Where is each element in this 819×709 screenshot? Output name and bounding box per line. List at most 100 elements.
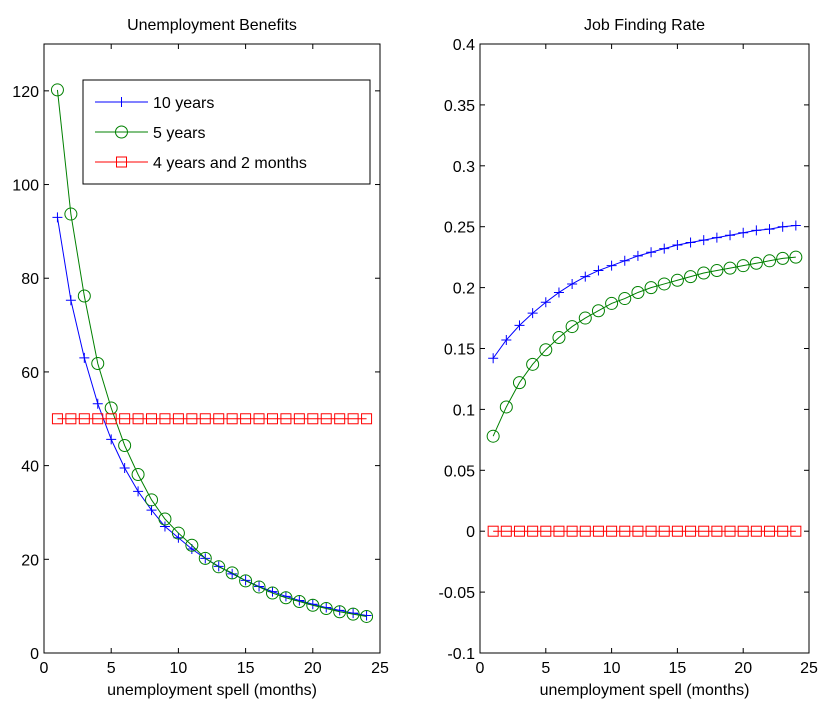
x-tick-label: 25 bbox=[800, 660, 818, 677]
data-point bbox=[266, 413, 278, 425]
data-point bbox=[334, 605, 345, 616]
data-point bbox=[346, 607, 360, 621]
series-0 bbox=[488, 220, 801, 364]
data-point bbox=[159, 521, 170, 532]
data-point bbox=[240, 413, 252, 425]
data-point bbox=[659, 243, 670, 254]
data-point bbox=[750, 525, 762, 537]
data-point bbox=[527, 525, 539, 537]
data-point bbox=[226, 413, 238, 425]
data-point bbox=[725, 230, 736, 241]
data-point bbox=[118, 438, 132, 452]
data-point bbox=[567, 278, 578, 289]
y-tick-label: 0.15 bbox=[444, 342, 475, 359]
data-point bbox=[578, 311, 592, 325]
y-tick-label: 0 bbox=[30, 646, 39, 663]
data-point bbox=[64, 207, 78, 221]
data-point bbox=[565, 320, 579, 334]
data-point bbox=[711, 525, 723, 537]
data-point bbox=[280, 413, 292, 425]
legend: 10 years 5 years 4 years and 2 months bbox=[82, 79, 371, 185]
series-1 bbox=[486, 250, 803, 443]
y-tick-label: 0.3 bbox=[453, 159, 475, 176]
data-point bbox=[646, 247, 657, 258]
x-axis-label: unemployment spell (months) bbox=[107, 682, 317, 699]
y-tick-label: 0.1 bbox=[453, 402, 475, 419]
data-point bbox=[78, 413, 90, 425]
x-axis-label: unemployment spell (months) bbox=[540, 682, 750, 699]
data-point bbox=[657, 277, 671, 291]
data-point bbox=[645, 525, 657, 537]
data-point bbox=[751, 225, 762, 236]
y-tick-label: 0.2 bbox=[453, 281, 475, 298]
data-point bbox=[79, 352, 90, 363]
y-tick-label: 0 bbox=[466, 524, 475, 541]
y-tick-label: -0.05 bbox=[439, 585, 476, 602]
data-point bbox=[50, 83, 64, 97]
data-point bbox=[685, 237, 696, 248]
data-point bbox=[119, 462, 130, 473]
x-tick-label: 10 bbox=[603, 660, 621, 677]
y-tick-label: 0.05 bbox=[444, 463, 475, 480]
x-tick-label: 0 bbox=[476, 660, 485, 677]
data-point bbox=[133, 486, 144, 497]
data-point bbox=[146, 413, 158, 425]
data-point bbox=[777, 221, 788, 232]
data-point bbox=[540, 525, 552, 537]
data-point bbox=[320, 413, 332, 425]
axes-frame bbox=[479, 43, 810, 654]
data-point bbox=[106, 434, 117, 445]
y-tick-label: 40 bbox=[21, 459, 39, 476]
data-point bbox=[606, 260, 617, 271]
data-point bbox=[738, 227, 749, 238]
series-line bbox=[56, 89, 367, 617]
data-point bbox=[146, 505, 157, 516]
legend-marker bbox=[115, 125, 128, 139]
legend-marker bbox=[116, 97, 127, 107]
data-point bbox=[710, 264, 724, 278]
data-point bbox=[488, 353, 499, 364]
data-point bbox=[513, 525, 525, 537]
data-point bbox=[172, 413, 184, 425]
data-point bbox=[514, 320, 525, 331]
data-point bbox=[776, 251, 790, 265]
data-point bbox=[540, 297, 551, 308]
data-point bbox=[723, 261, 737, 275]
data-point bbox=[51, 413, 63, 425]
data-point bbox=[631, 285, 645, 299]
x-tick-label: 20 bbox=[734, 660, 752, 677]
data-point bbox=[749, 256, 763, 270]
data-point bbox=[198, 551, 212, 565]
data-point bbox=[698, 525, 710, 537]
data-point bbox=[539, 343, 553, 357]
data-point bbox=[225, 566, 239, 580]
data-point bbox=[591, 304, 605, 318]
plot-job-finding-rate: Job Finding Rate 0 5 10 15 20 25 -0.1 -0.05 0 0.05… bbox=[439, 17, 818, 699]
legend-label: 4 years and 2 months bbox=[153, 155, 307, 172]
y-tick-label: 0.35 bbox=[444, 98, 475, 115]
data-point bbox=[697, 266, 711, 280]
data-point bbox=[764, 525, 776, 537]
x-tick-label: 0 bbox=[40, 660, 49, 677]
data-point bbox=[672, 239, 683, 250]
data-point bbox=[790, 525, 802, 537]
data-point bbox=[333, 605, 347, 619]
y-tick-label: 20 bbox=[21, 552, 39, 569]
data-point bbox=[252, 580, 266, 594]
data-point bbox=[92, 398, 103, 409]
data-point bbox=[279, 591, 293, 605]
data-point bbox=[737, 525, 749, 537]
data-point bbox=[132, 413, 144, 425]
data-point bbox=[566, 525, 578, 537]
data-point bbox=[92, 413, 104, 425]
data-point bbox=[789, 250, 803, 264]
data-point bbox=[790, 220, 801, 231]
y-tick-label: 0.4 bbox=[453, 37, 475, 54]
y-tick-label: 60 bbox=[21, 365, 39, 382]
chart-title: Unemployment Benefits bbox=[127, 17, 297, 34]
data-point bbox=[777, 525, 789, 537]
data-point bbox=[501, 334, 512, 345]
data-point bbox=[763, 254, 777, 268]
data-point bbox=[698, 235, 709, 246]
